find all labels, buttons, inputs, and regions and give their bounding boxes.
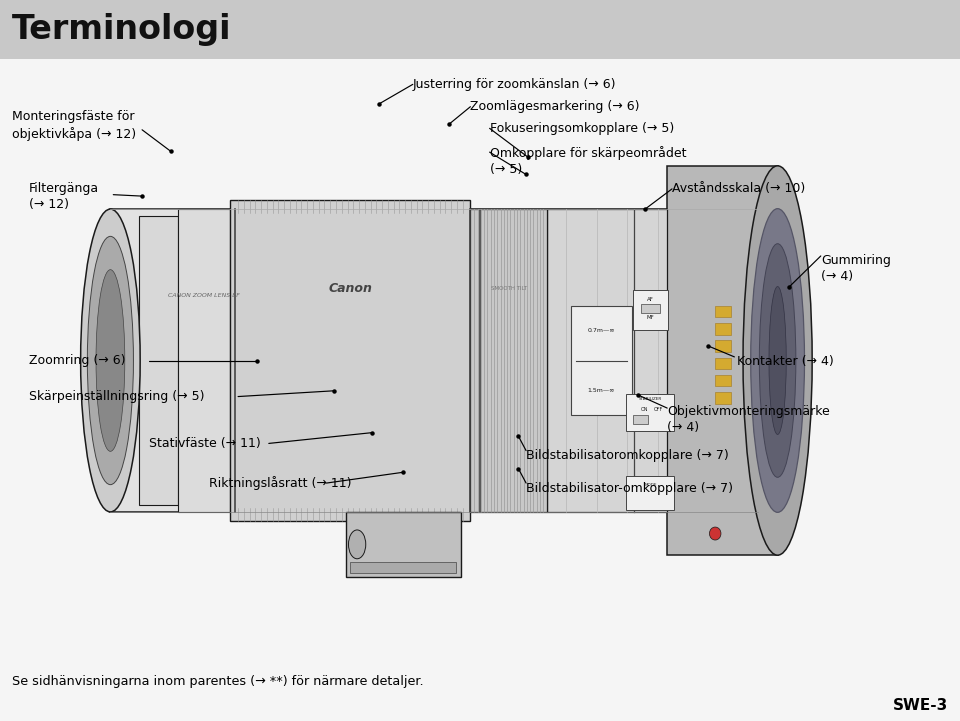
Bar [634, 290, 668, 330]
Text: AF: AF [647, 298, 654, 302]
Text: Omkopplare för skärpeområdet
(→ 5): Omkopplare för skärpeområdet (→ 5) [490, 146, 686, 177]
Ellipse shape [81, 209, 140, 512]
Text: ON: ON [641, 407, 648, 412]
Text: Terminologi: Terminologi [12, 13, 231, 46]
Text: Gummiring
(→ 4): Gummiring (→ 4) [821, 254, 891, 283]
Text: Fokuseringsomkopplare (→ 5): Fokuseringsomkopplare (→ 5) [490, 122, 674, 135]
Bar [626, 394, 674, 431]
Text: Se sidhänvisningarna inom parentes (→ **) för närmare detaljer.: Se sidhänvisningarna inom parentes (→ **… [12, 675, 423, 688]
Bar [547, 209, 667, 512]
Ellipse shape [769, 286, 786, 435]
Ellipse shape [96, 270, 125, 451]
Text: Avståndsskala (→ 10): Avståndsskala (→ 10) [672, 182, 805, 195]
Text: Riktningslåsratt (→ 11): Riktningslåsratt (→ 11) [209, 476, 351, 490]
Text: 1.5m—∞: 1.5m—∞ [588, 389, 615, 393]
Bar [634, 415, 649, 424]
Text: Bildstabilisator-omkopplare (→ 7): Bildstabilisator-omkopplare (→ 7) [526, 482, 733, 495]
Text: Zoomlägesmarkering (→ 6): Zoomlägesmarkering (→ 6) [470, 100, 640, 113]
Text: Canon: Canon [328, 282, 372, 295]
Text: 0.7m—∞: 0.7m—∞ [588, 328, 615, 332]
Ellipse shape [348, 530, 366, 559]
Text: STABILIZER: STABILIZER [638, 397, 662, 402]
Ellipse shape [87, 236, 133, 485]
Text: Stativfäste (→ 11): Stativfäste (→ 11) [149, 437, 260, 450]
Bar [715, 306, 731, 317]
Bar [715, 340, 731, 352]
Bar [350, 562, 456, 573]
Text: Objektivmonteringsmärke
(→ 4): Objektivmonteringsmärke (→ 4) [667, 405, 830, 434]
Bar [139, 216, 178, 505]
Ellipse shape [751, 208, 804, 513]
Text: Filtergänga
(→ 12): Filtergänga (→ 12) [29, 182, 99, 211]
Bar [641, 304, 660, 313]
Text: MODE: MODE [644, 482, 657, 487]
Bar [346, 512, 461, 577]
Bar [715, 392, 731, 404]
Text: CANON ZOOM LENS EF: CANON ZOOM LENS EF [168, 293, 240, 298]
Text: SMOOTH TILT: SMOOTH TILT [491, 286, 527, 291]
Bar [715, 375, 731, 386]
Text: Skärpeinställningsring (→ 5): Skärpeinställningsring (→ 5) [29, 390, 204, 403]
Bar [626, 476, 674, 510]
Text: Monteringsfäste för
objektivkåpa (→ 12): Monteringsfäste för objektivkåpa (→ 12) [12, 110, 135, 141]
Bar [0, 0, 960, 59]
Bar [110, 209, 758, 512]
Text: Bildstabilisatoromkopplare (→ 7): Bildstabilisatoromkopplare (→ 7) [526, 449, 729, 462]
Ellipse shape [743, 166, 812, 555]
Text: OFF: OFF [654, 407, 662, 412]
Bar [470, 209, 547, 512]
Text: SWE-3: SWE-3 [893, 698, 948, 712]
Bar [178, 209, 230, 512]
Bar [715, 358, 731, 369]
Text: Zoomring (→ 6): Zoomring (→ 6) [29, 354, 126, 367]
Text: MF: MF [646, 315, 655, 319]
Ellipse shape [759, 244, 796, 477]
Ellipse shape [709, 527, 721, 540]
Text: Justerring för zoomkänslan (→ 6): Justerring för zoomkänslan (→ 6) [413, 78, 616, 91]
Bar [667, 166, 778, 555]
Bar [715, 323, 731, 335]
Bar [230, 200, 470, 521]
Text: Kontakter (→ 4): Kontakter (→ 4) [737, 355, 834, 368]
Bar [571, 306, 632, 415]
